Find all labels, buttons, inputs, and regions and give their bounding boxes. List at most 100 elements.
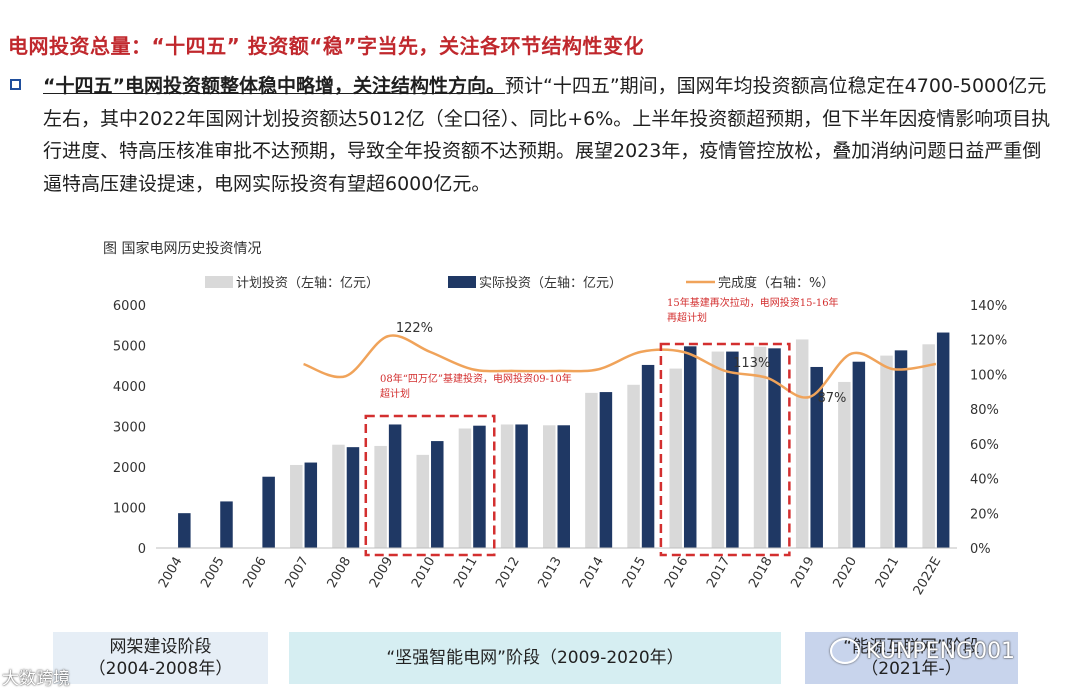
- bar-actual: [262, 476, 275, 548]
- x-tick-label: 2022E: [911, 555, 945, 598]
- bar-actual: [178, 513, 191, 548]
- page-title: 电网投资总量：“十四五” 投资额“稳”字当先，关注各环节结构性变化: [8, 34, 645, 58]
- bar-planned: [458, 428, 472, 548]
- bar-actual: [557, 425, 570, 548]
- bar-actual: [515, 424, 528, 548]
- x-tick-label: 2014: [578, 555, 608, 591]
- bar-planned: [711, 351, 725, 548]
- bar-actual: [304, 462, 318, 548]
- completion-point-label: 87%: [817, 391, 846, 406]
- y-left-tick-label: 1000: [113, 502, 146, 517]
- annotation-text: 08年“四万亿”基建投资，电网投资09-10年: [380, 372, 572, 385]
- y-right-tick-label: 60%: [970, 438, 999, 453]
- bar-planned: [290, 464, 303, 548]
- bar-actual: [768, 348, 781, 548]
- legend-label-completion: 完成度（右轴：%）: [718, 275, 834, 291]
- phase-label: “能源互联网”阶段 （2021年-）: [843, 637, 980, 679]
- phase-label: 网架建设阶段 （2004-2008年）: [88, 637, 233, 679]
- legend-label-planned: 计划投资（左轴：亿元）: [236, 275, 379, 291]
- y-right-tick-label: 20%: [970, 507, 999, 522]
- bar-planned: [585, 392, 598, 548]
- bar-actual: [641, 364, 655, 548]
- x-tick-label: 2019: [788, 555, 818, 591]
- phase-grid-construction: 网架建设阶段 （2004-2008年）: [53, 632, 268, 684]
- bar-actual: [473, 425, 486, 548]
- bar-actual: [431, 441, 444, 548]
- y-right-tick-label: 40%: [970, 473, 999, 488]
- bar-planned: [543, 425, 556, 548]
- bar-planned: [838, 381, 851, 548]
- bar-actual: [220, 501, 233, 548]
- wechat-icon: [830, 638, 860, 664]
- y-right-tick-label: 120%: [970, 334, 1007, 349]
- bar-actual: [936, 332, 950, 548]
- y-right-tick-label: 0%: [970, 542, 991, 557]
- x-tick-label: 2008: [325, 555, 355, 591]
- annotation-text: 再超计划: [667, 311, 707, 324]
- bar-planned: [880, 355, 893, 548]
- completion-point-label: 122%: [396, 321, 433, 336]
- chart-title: 图 国家电网历史投资情况: [103, 240, 261, 257]
- bar-planned: [795, 339, 809, 548]
- y-left-tick-label: 4000: [113, 380, 146, 395]
- x-tick-label: 2010: [409, 555, 439, 591]
- x-tick-label: 2011: [451, 555, 481, 591]
- x-tick-label: 2007: [282, 555, 312, 591]
- bar-planned: [500, 424, 514, 548]
- bullet-body: 预计“十四五”期间，国网年均投资额高位稳定在4700-5000亿元左右，其中20…: [43, 75, 1051, 195]
- bar-actual: [726, 351, 739, 548]
- x-tick-label: 2018: [746, 555, 776, 591]
- legend-swatch-actual: [448, 276, 476, 288]
- legend-swatch-planned: [205, 276, 233, 288]
- bar-planned: [922, 344, 935, 548]
- y-left-tick-label: 3000: [113, 421, 146, 436]
- x-tick-label: 2015: [620, 555, 650, 591]
- phase-energy-internet: “能源互联网”阶段 （2021年-）: [805, 632, 1018, 684]
- y-right-tick-label: 80%: [970, 403, 999, 418]
- x-tick-label: 2021: [873, 555, 903, 591]
- bar-actual: [388, 424, 402, 548]
- bar-actual: [599, 392, 613, 548]
- bar-planned: [753, 346, 767, 548]
- x-tick-label: 2009: [367, 555, 397, 591]
- watermark-right-text: KUNPENG001: [866, 638, 1016, 664]
- x-tick-label: 2006: [240, 555, 270, 591]
- y-left-tick-label: 2000: [113, 461, 146, 476]
- bullet-paragraph: “十四五”电网投资额整体稳中略增，关注结构性方向。预计“十四五”期间，国网年均投…: [43, 70, 1053, 200]
- phase-label: “坚强智能电网”阶段（2009-2020年）: [386, 648, 684, 668]
- x-tick-label: 2016: [662, 555, 692, 591]
- x-tick-label: 2012: [493, 555, 523, 591]
- annotation-text: 超计划: [380, 387, 410, 400]
- annotation-box: [659, 342, 791, 557]
- bar-planned: [669, 368, 682, 548]
- bar-planned: [627, 384, 640, 548]
- watermark-left: 大数跨境: [2, 669, 70, 689]
- bar-actual: [683, 346, 697, 548]
- bullet-lead: “十四五”电网投资额整体稳中略增，关注结构性方向。: [43, 75, 505, 97]
- x-tick-label: 2013: [535, 555, 565, 591]
- bar-actual: [852, 361, 866, 548]
- x-tick-label: 2017: [704, 555, 734, 591]
- y-right-tick-label: 140%: [970, 299, 1007, 314]
- completion-point-label: 113%: [733, 356, 770, 371]
- y-left-tick-label: 0: [138, 542, 146, 557]
- bullet-square-icon: [10, 79, 21, 90]
- bar-planned: [374, 445, 387, 548]
- bar-actual: [346, 447, 360, 548]
- y-left-tick-label: 6000: [113, 299, 146, 314]
- bar-planned: [416, 454, 430, 548]
- completion-line: [303, 334, 937, 399]
- annotation-box: [364, 414, 496, 557]
- bar-actual: [810, 366, 823, 548]
- watermark-right: KUNPENG001: [830, 638, 1015, 664]
- annotation-text: 15年基建再次拉动，电网投资15-16年: [667, 296, 839, 309]
- phase-strong-smart-grid: “坚强智能电网”阶段（2009-2020年）: [289, 632, 781, 684]
- bar-planned: [332, 444, 345, 548]
- x-tick-label: 2005: [198, 555, 228, 591]
- y-left-tick-label: 5000: [113, 340, 146, 355]
- bar-actual: [894, 350, 908, 548]
- y-right-tick-label: 100%: [970, 368, 1007, 383]
- x-tick-label: 2020: [831, 555, 861, 591]
- x-tick-label: 2004: [156, 555, 186, 591]
